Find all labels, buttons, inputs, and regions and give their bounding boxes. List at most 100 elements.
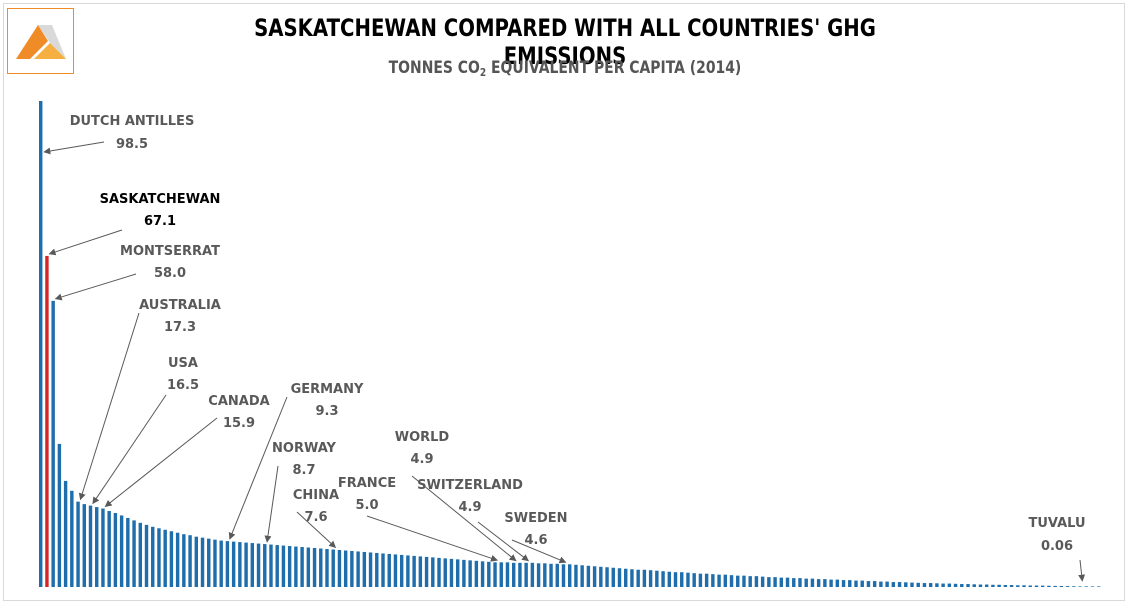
bar (704, 573, 709, 587)
bar (1047, 585, 1051, 587)
bar (960, 584, 964, 587)
bar (356, 551, 360, 587)
bar (1053, 585, 1057, 587)
bar (138, 522, 142, 587)
bar (692, 573, 696, 587)
bar (412, 555, 416, 587)
bar (1016, 585, 1020, 587)
bar (841, 580, 846, 587)
bar (935, 583, 939, 587)
bar (39, 101, 43, 587)
bar (723, 574, 728, 587)
bar (312, 548, 317, 587)
annotation-arrows (43, 141, 1086, 582)
bar (941, 583, 945, 587)
bar (455, 559, 460, 587)
bar-highlight (45, 255, 49, 587)
bar (200, 537, 205, 587)
bar (916, 582, 920, 587)
bar (823, 579, 827, 587)
bar (82, 504, 86, 587)
annotation-arrow-montserrat (54, 273, 137, 301)
bar (630, 569, 634, 587)
bar (953, 583, 958, 587)
bar (169, 531, 174, 587)
bar (785, 577, 790, 587)
bar (754, 576, 759, 587)
bar (95, 507, 99, 587)
bar (443, 558, 447, 587)
bar (636, 569, 640, 587)
bar (188, 535, 192, 587)
bar (568, 564, 572, 587)
bar (611, 567, 615, 587)
bar (431, 557, 435, 587)
annotation-value-dutch-antilles: 98.5 (116, 137, 148, 152)
bar (524, 562, 528, 587)
bar (835, 579, 840, 587)
annotation-arrow-germany (228, 396, 288, 540)
bar (854, 580, 858, 587)
bar (1022, 585, 1026, 587)
bar (107, 511, 111, 587)
bar (375, 552, 379, 587)
annotation-value-norway: 8.7 (292, 463, 315, 478)
bar (231, 541, 236, 587)
bar (997, 584, 1001, 587)
bar (642, 569, 647, 587)
annotation-labels: DUTCH ANTILLES 98.5 SASKATCHEWAN 67.1 MONTSE… (70, 114, 1086, 554)
bar (480, 561, 485, 587)
bar (748, 576, 752, 587)
bar (561, 564, 566, 587)
bar (119, 515, 124, 587)
bar (798, 578, 802, 587)
annotation-value-australia: 17.3 (164, 320, 196, 335)
bar (978, 584, 983, 587)
bar (711, 574, 715, 587)
bar (57, 443, 62, 587)
annotation-arrow-tuvalu (1078, 559, 1086, 582)
bar (966, 584, 970, 587)
bar (866, 581, 871, 587)
annotation-name-usa: USA (168, 356, 198, 371)
bar (175, 532, 180, 587)
bar (343, 550, 348, 587)
bar (144, 524, 149, 587)
annotation-name-world: WORLD (395, 430, 450, 445)
bar (505, 562, 510, 587)
triangle-logo-icon (7, 8, 74, 74)
bar (499, 562, 503, 587)
bar (792, 578, 796, 587)
bar (947, 583, 952, 587)
annotation-arrow-world (411, 475, 517, 562)
bar (219, 540, 223, 587)
bar (518, 562, 522, 587)
bar (300, 547, 304, 587)
bar (729, 575, 734, 587)
bar (468, 560, 472, 587)
bar (399, 554, 404, 587)
bar (922, 583, 927, 587)
annotation-arrow-china (296, 511, 337, 548)
bar (1009, 585, 1014, 587)
annotation-name-canada: CANADA (208, 394, 269, 409)
annotation-value-france: 5.0 (355, 498, 378, 513)
annotation-arrow-france (366, 515, 498, 562)
bar (605, 567, 609, 587)
bar (194, 536, 199, 587)
bar (872, 581, 877, 587)
bar (984, 584, 989, 587)
bar (686, 572, 690, 587)
annotation-arrow-usa (92, 394, 167, 505)
bar (287, 546, 292, 587)
bar (63, 480, 68, 587)
annotation-name-tuvalu: TUVALU (1028, 516, 1085, 531)
chart-title: SASKATCHEWAN COMPARED WITH ALL COUNTRIES… (254, 14, 876, 70)
bar (1040, 585, 1045, 587)
bar (1003, 585, 1008, 587)
bar (1059, 586, 1064, 587)
bar (928, 583, 933, 587)
bar (157, 528, 161, 587)
bar (474, 560, 479, 587)
bar (1084, 586, 1088, 587)
